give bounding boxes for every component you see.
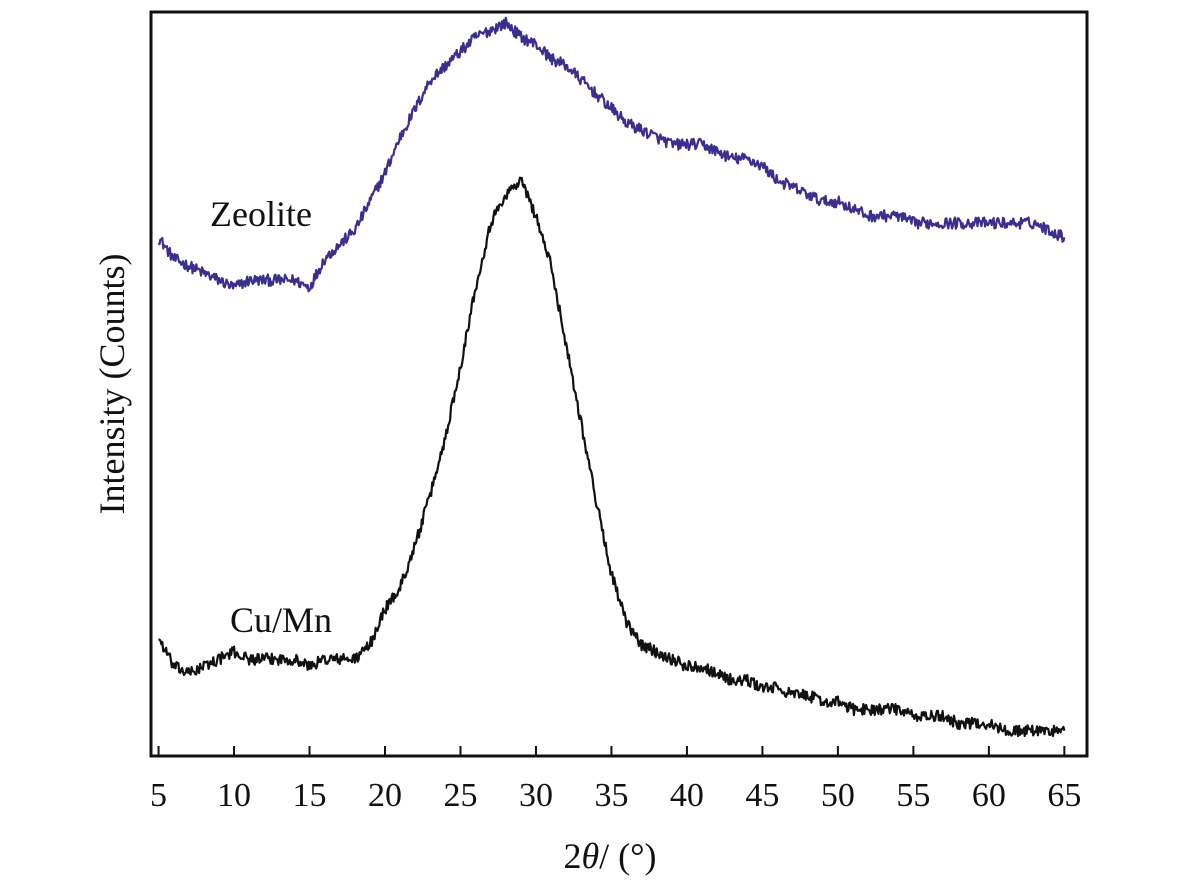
- x-tick-label-30: 30: [519, 777, 553, 814]
- x-tick-label-45: 45: [745, 777, 779, 814]
- series-lines: [157, 16, 1066, 738]
- x-tick-label-15: 15: [293, 777, 327, 814]
- x-axis-label-suffix: / (°): [599, 836, 656, 876]
- series-line-cu-mn: [158, 176, 1066, 738]
- x-tick-label-40: 40: [670, 777, 704, 814]
- series-labels: Zeolite Cu/Mn: [210, 194, 332, 640]
- x-tick-label-35: 35: [594, 777, 628, 814]
- x-tick-label-50: 50: [821, 777, 855, 814]
- x-axis-ticks: 5 10 15 20 25 30 35 40 45 50 55 60 65: [150, 746, 1081, 814]
- x-tick-label-20: 20: [368, 777, 402, 814]
- x-tick-label-5: 5: [150, 777, 167, 814]
- x-tick-label-65: 65: [1047, 777, 1081, 814]
- series-label-zeolite: Zeolite: [210, 194, 312, 234]
- x-axis-label: 2θ/ (°): [563, 836, 656, 876]
- series-label-cu-mn: Cu/Mn: [230, 600, 332, 640]
- x-tick-label-60: 60: [972, 777, 1006, 814]
- series-line-zeolite: [157, 16, 1066, 293]
- x-axis-label-prefix: 2: [563, 836, 581, 876]
- plot-frame: [149, 10, 1089, 758]
- x-axis-label-symbol: θ: [581, 836, 599, 876]
- x-tick-label-10: 10: [217, 777, 251, 814]
- x-tick-label-25: 25: [443, 777, 477, 814]
- x-tick-label-55: 55: [896, 777, 930, 814]
- y-axis-label: Intensity (Counts): [92, 254, 132, 515]
